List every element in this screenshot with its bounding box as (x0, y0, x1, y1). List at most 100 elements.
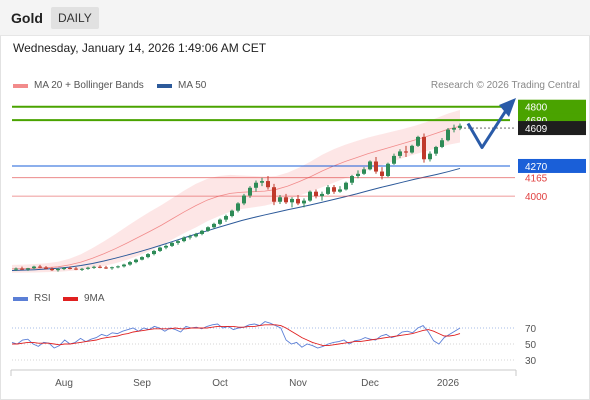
candle-body (14, 268, 18, 270)
legend-ma50: MA 50 (157, 80, 206, 91)
candle-body (140, 257, 144, 260)
candle-body (194, 233, 198, 237)
candle-body (410, 145, 414, 153)
candle-body (32, 266, 36, 269)
candle-body (272, 187, 276, 202)
x-tick-label: Sep (133, 378, 151, 389)
candle-body (122, 264, 126, 267)
candle-body (176, 241, 180, 243)
candle-body (98, 266, 102, 268)
candle-body (242, 195, 246, 204)
candle-body (368, 161, 372, 170)
candle-body (212, 223, 216, 228)
x-tick-label: Oct (212, 378, 228, 389)
instrument-title: Gold (11, 10, 43, 26)
rsi-tick-label: 50 (525, 340, 537, 351)
candle-body (362, 169, 366, 174)
price-tag-bg (518, 121, 586, 136)
candle-body (428, 153, 432, 160)
projection-arrow-head (499, 97, 516, 117)
candle-body (188, 236, 192, 238)
candle-body (200, 230, 204, 234)
candle-body (170, 242, 174, 246)
header-bar: Gold DAILY (0, 0, 590, 36)
rsi-line (11, 321, 461, 349)
candle-body (158, 247, 162, 251)
candle-body (218, 219, 222, 224)
candle-body (434, 146, 438, 154)
candle-body (56, 269, 60, 271)
price-tag-4165: 4165 (525, 174, 548, 185)
price-tag-label: 4609 (525, 124, 548, 135)
candle-body (320, 193, 324, 197)
candle-body (458, 125, 462, 128)
candle-body (260, 181, 264, 183)
candle-body (452, 127, 456, 130)
x-tick-label: Aug (55, 378, 73, 389)
period-badge[interactable]: DAILY (51, 7, 99, 29)
9ma-swatch (63, 296, 78, 301)
price-tag-label: 4270 (525, 162, 548, 173)
candle-body (332, 187, 336, 192)
candle-body (422, 136, 426, 160)
candle-body (152, 250, 156, 255)
candle-body (182, 237, 186, 242)
candle-body (290, 198, 294, 203)
candle-body (338, 189, 342, 192)
ma50-line (11, 167, 461, 271)
price-tag-4270: 4270 (518, 158, 586, 173)
legend-rsi-label: RSI (34, 293, 51, 304)
candle-body (398, 151, 402, 156)
price-tag-bg (518, 99, 586, 114)
rsi-swatch (13, 296, 28, 301)
legend-rsi: RSI (13, 293, 51, 304)
candle-body (206, 227, 210, 231)
candle-body (356, 173, 360, 177)
candle-body (350, 176, 354, 183)
x-tick-label: Dec (361, 378, 379, 389)
candle-body (110, 267, 114, 269)
legend-bollinger-label: MA 20 + Bollinger Bands (34, 80, 144, 91)
candle-body (440, 140, 444, 147)
candle-body (50, 268, 54, 271)
candle-body (296, 198, 300, 204)
candle-body (266, 181, 270, 188)
legend-ma50-label: MA 50 (178, 80, 207, 91)
candle-body (308, 191, 312, 201)
candle-body (86, 267, 90, 269)
price-tag-label: 4165 (525, 174, 548, 185)
candle-body (236, 203, 240, 211)
candle-body (248, 187, 252, 196)
bollinger-band (12, 110, 460, 273)
chart-credit: Research © 2026 Trading Central (430, 80, 580, 91)
candle-body (104, 267, 108, 269)
ma50-swatch (157, 83, 172, 88)
legend-9ma-label: 9MA (84, 293, 105, 304)
candle-body (230, 210, 234, 217)
candle-body (68, 267, 72, 269)
candle-body (80, 268, 84, 270)
candle-body (446, 129, 450, 141)
candle-body (326, 187, 330, 194)
candle-body (20, 268, 24, 270)
candle-body (386, 163, 390, 177)
legend-bollinger: MA 20 + Bollinger Bands (13, 80, 144, 91)
candle-body (116, 266, 120, 268)
candle-body (374, 161, 378, 172)
candle-body (62, 267, 66, 270)
price-tag-bg (518, 158, 586, 173)
candle-body (146, 254, 150, 258)
price-tag-label: 4800 (525, 103, 548, 114)
x-tick-label: Nov (289, 378, 307, 389)
candle-body (92, 266, 96, 268)
candle-body (404, 151, 408, 153)
candle-body (254, 182, 258, 188)
projection-arrow (466, 108, 509, 150)
candle-body (44, 267, 48, 269)
rsi-9ma-line (12, 324, 461, 347)
x-tick-label: 2026 (437, 378, 460, 389)
candle-body (38, 266, 42, 268)
candle-body (134, 259, 138, 263)
candle-body (392, 155, 396, 164)
